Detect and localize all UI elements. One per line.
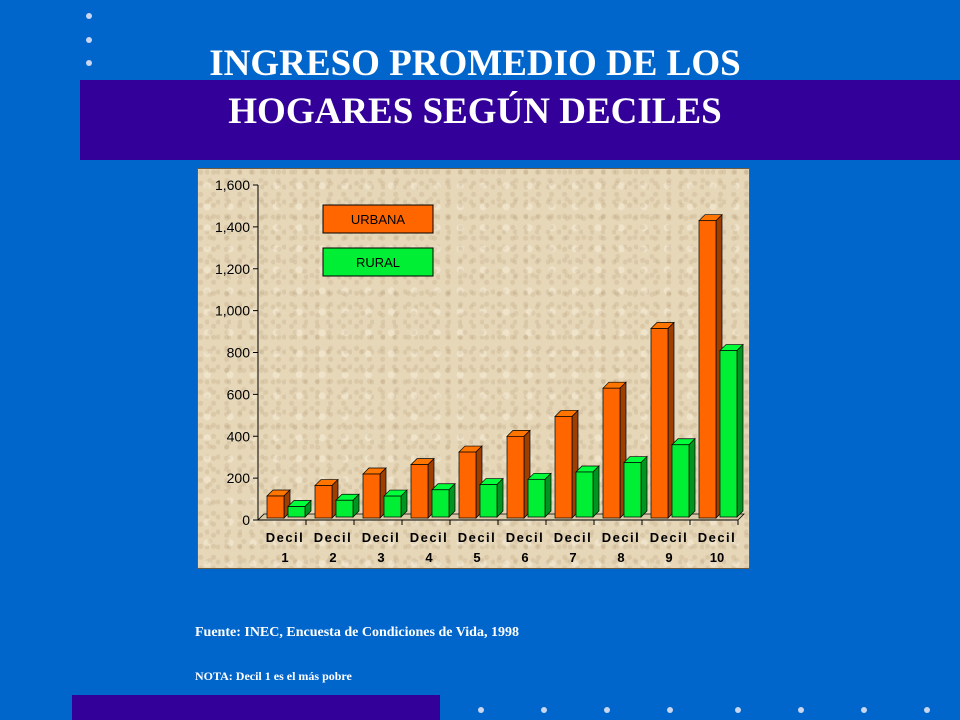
bullet-dot [798,707,804,713]
bar-side-rural [640,455,648,518]
source-note: Fuente: INEC, Encuesta de Condiciones de… [195,625,519,640]
bullet-dot [861,707,867,713]
x-tick-number: 2 [329,550,336,565]
bar-side-rural [496,477,504,518]
bar-side-rural [544,472,552,518]
page-title: INGRESO PROMEDIO DE LOS HOGARES SEGÚN DE… [0,40,960,136]
x-tick-number: 10 [710,550,724,565]
bar-rural [527,478,546,518]
footnote: NOTA: Decil 1 es el más pobre [195,669,352,683]
x-tick-label: Decil [266,530,305,545]
y-tick-label: 1,400 [215,219,250,235]
bar-urbana [458,451,477,519]
x-tick-number: 9 [665,550,672,565]
bar-urbana [362,473,381,519]
y-tick-label: 0 [242,512,250,528]
bar-rural [287,506,306,518]
bar-rural [671,444,690,518]
bar-rural [383,495,402,518]
bar-chart: 1,600 1,400 1,200 1,000 800 600 400 200 0 Decil 1 D… [215,177,745,565]
bar-urbana [602,387,621,519]
x-tick-label: Decil [410,530,449,545]
title-line-1: INGRESO PROMEDIO DE LOS [209,43,741,84]
bar-rural [431,489,450,518]
bar-rural [719,350,738,518]
y-tick-label: 600 [227,386,251,402]
y-tick-label: 1,000 [215,303,250,319]
bar-rural [335,499,354,518]
bar-side-rural [592,465,600,518]
bar-urbana [266,495,285,519]
chart-panel: 1,600 1,400 1,200 1,000 800 600 400 200 0 Decil 1 D… [197,168,750,569]
bar-side-rural [736,343,744,518]
x-tick-number: 7 [569,550,576,565]
bar-rural [575,471,594,518]
bar-urbana [698,220,717,519]
bullet-dot [86,37,92,43]
bullet-dot [735,707,741,713]
y-tick-label: 1,600 [215,177,250,193]
title-line-2: HOGARES SEGÚN DECILES [228,91,722,132]
x-tick-label: Decil [554,530,593,545]
y-tick-label: 1,200 [215,261,250,277]
bullet-dot [541,707,547,713]
y-tick-label: 800 [227,345,251,361]
bar-side-rural [448,482,456,518]
x-tick-label: Decil [314,530,353,545]
legend-label-rural: RURAL [356,255,400,270]
bottom-band [72,695,440,720]
x-tick-number: 3 [377,550,384,565]
legend-swatch-rural [322,247,434,277]
bullet-dot [478,707,484,713]
x-tick-label: Decil [362,530,401,545]
title-band [80,80,960,160]
y-tick-label: 200 [227,470,251,486]
bullet-dot [667,707,673,713]
x-tick-number: 6 [521,550,528,565]
x-tick-number: 5 [473,550,480,565]
x-tick-number: 4 [425,550,433,565]
x-tick-number: 1 [281,550,288,565]
bullet-dot [604,707,610,713]
legend-swatch-urbana [322,204,434,234]
bullet-dot [924,707,930,713]
x-tick-label: Decil [506,530,545,545]
bar-urbana [506,435,525,519]
bar-rural [479,484,498,518]
bar-rural [623,462,642,518]
legend-label-urbana: URBANA [351,212,406,227]
bar-side-rural [688,437,696,518]
bar-urbana [410,464,429,519]
bar-urbana [554,416,573,519]
bullet-dot [86,13,92,19]
x-tick-label: Decil [602,530,641,545]
x-tick-label: Decil [458,530,497,545]
bullet-dot [86,60,92,66]
y-tick-label: 400 [227,428,251,444]
bar-urbana [650,328,669,519]
x-tick-number: 8 [617,550,624,565]
x-tick-label: Decil [650,530,689,545]
bar-urbana [314,485,333,519]
x-tick-label: Decil [698,530,737,545]
